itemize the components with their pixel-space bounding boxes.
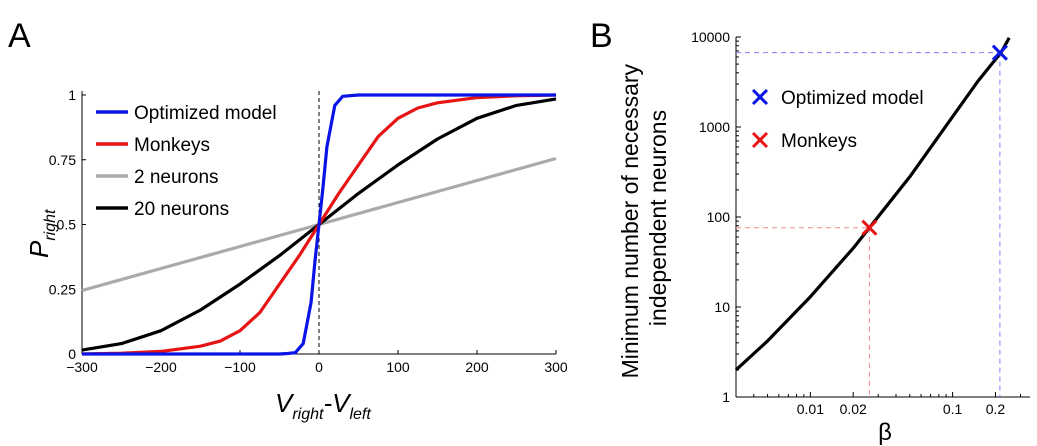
marker-stroke bbox=[991, 44, 1008, 61]
x-label-sub-right: right bbox=[292, 406, 324, 423]
chart-a: −300 −200 −100 0 100 200 300 0 0.25 0.5 0.75 1 Opt… bbox=[24, 87, 568, 423]
chart-b-y-tick-label: 10 bbox=[714, 299, 730, 315]
chart-a-series bbox=[81, 93, 557, 356]
legend-marker bbox=[751, 88, 769, 106]
y-label-line-2: independent neurons bbox=[645, 110, 671, 326]
chart-a-x-tick-label: 300 bbox=[544, 359, 568, 375]
legend-label: Optimized model bbox=[781, 88, 924, 109]
chart-b-y-label: Minimum number of necessary independent … bbox=[617, 58, 671, 379]
chart-b-series bbox=[734, 37, 1011, 372]
marker-optimized-model bbox=[991, 44, 1008, 61]
series-line-min-neurons bbox=[734, 37, 1011, 372]
panel-b-letter: B bbox=[590, 17, 613, 55]
x-label-minus-v: -V bbox=[323, 388, 352, 418]
panel-a-letter: A bbox=[8, 17, 31, 55]
chart-b-x-label: β bbox=[878, 419, 892, 446]
chart-b: 0.01 0.02 0.1 0.2 1 10 100 1000 10000 Optimized… bbox=[617, 29, 1030, 446]
legend-marker-stroke bbox=[751, 131, 769, 149]
chart-b-x-tick-label: 0.02 bbox=[840, 401, 867, 417]
legend-marker-stroke bbox=[751, 88, 769, 106]
chart-b-y-ticks: 1 10 100 1000 10000 bbox=[691, 29, 741, 405]
chart-b-y-tick-label: 100 bbox=[707, 209, 731, 225]
x-label-v: V bbox=[275, 388, 295, 418]
chart-b-x-tick-label: 0.2 bbox=[986, 401, 1006, 417]
legend-label: Monkeys bbox=[781, 131, 857, 152]
legend-label: Optimized model bbox=[134, 103, 277, 124]
chart-b-x-tick-label: 0.01 bbox=[797, 401, 824, 417]
chart-a-x-label: Vright-Vleft bbox=[275, 388, 371, 423]
chart-a-y-tick-label: 0.25 bbox=[49, 281, 76, 297]
y-label-sub-right: right bbox=[42, 209, 59, 241]
marker-stroke bbox=[861, 219, 878, 236]
chart-a-x-tick-label: −100 bbox=[224, 359, 256, 375]
y-label-line-1: Minimum number of necessary bbox=[617, 63, 643, 378]
chart-a-y-tick-label: 0.5 bbox=[57, 217, 77, 233]
chart-b-x-tick-label: 0.1 bbox=[943, 401, 963, 417]
chart-a-y-ticks: 0 0.25 0.5 0.75 1 bbox=[49, 87, 86, 362]
chart-b-y-tick-label: 1000 bbox=[699, 119, 730, 135]
chart-a-y-tick-label: 0 bbox=[68, 346, 76, 362]
x-label-sub-left: left bbox=[349, 406, 371, 423]
chart-a-x-tick-label: 0 bbox=[315, 359, 323, 375]
y-label-p: P bbox=[24, 240, 54, 258]
chart-b-y-tick-label: 10000 bbox=[691, 29, 730, 45]
chart-b-x-ticks: 0.01 0.02 0.1 0.2 bbox=[753, 392, 1021, 417]
chart-a-y-tick-label: 0.75 bbox=[49, 152, 76, 168]
chart-a-x-tick-label: 100 bbox=[386, 359, 410, 375]
legend-label: Monkeys bbox=[134, 135, 210, 156]
chart-b-legend: Optimized model Monkeys bbox=[751, 88, 924, 152]
chart-b-guide-lines bbox=[736, 52, 1001, 397]
chart-a-legend: Optimized model Monkeys 2 neurons 20 neuron… bbox=[96, 103, 277, 220]
series-line-optimized-model bbox=[82, 93, 556, 356]
legend-label: 2 neurons bbox=[134, 167, 219, 188]
legend-label: 20 neurons bbox=[134, 199, 229, 220]
chart-a-x-tick-label: 200 bbox=[465, 359, 489, 375]
chart-a-y-label: Pright bbox=[24, 209, 59, 258]
chart-b-markers bbox=[861, 44, 1008, 236]
chart-a-x-tick-label: −300 bbox=[66, 359, 98, 375]
chart-b-y-tick-label: 1 bbox=[722, 389, 730, 405]
chart-a-y-tick-label: 1 bbox=[68, 87, 76, 103]
legend-marker bbox=[751, 131, 769, 149]
marker-monkeys bbox=[861, 219, 878, 236]
chart-a-x-ticks: −300 −200 −100 0 100 200 300 bbox=[66, 350, 568, 375]
chart-a-x-tick-label: −200 bbox=[145, 359, 177, 375]
